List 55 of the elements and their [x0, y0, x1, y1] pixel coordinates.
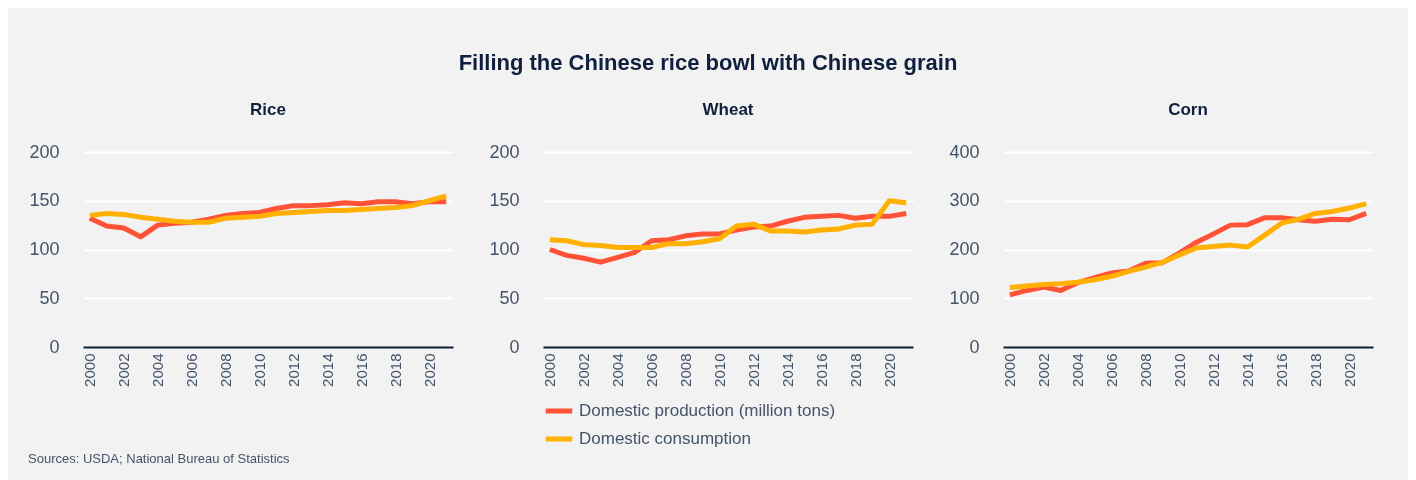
- x-tick-label: 2010: [1171, 353, 1189, 387]
- x-tick-label: 2002: [115, 353, 133, 387]
- x-tick-label: 2014: [1238, 353, 1256, 387]
- x-tick-label: 2020: [880, 353, 898, 387]
- x-tick-label: 2006: [1103, 353, 1121, 387]
- x-tick-label: 2004: [1069, 353, 1087, 387]
- x-tick-label: 2004: [609, 353, 627, 387]
- y-tick-label: 150: [29, 190, 60, 211]
- y-tick-label: 100: [29, 239, 60, 259]
- x-tick-label: 2000: [81, 353, 99, 387]
- x-tick-label: 2004: [149, 353, 167, 387]
- x-tick-label: 2008: [1137, 353, 1155, 387]
- x-tick-label: 2016: [812, 353, 830, 387]
- y-tick-label: 0: [49, 336, 60, 357]
- x-tick-label: 2008: [217, 353, 235, 387]
- text: Filling the Chinese rice bowl with Chinese grain: [457, 50, 959, 76]
- x-tick-label: 2014: [318, 353, 336, 387]
- y-tick-label: 50: [499, 287, 520, 308]
- x-tick-label: 2010: [711, 353, 729, 387]
- legend-label: Domestic consumption: [579, 429, 751, 448]
- x-tick-label: 2008: [677, 353, 695, 387]
- x-tick-label: 2002: [1035, 353, 1053, 387]
- y-tick-label: 0: [509, 336, 520, 357]
- y-tick-label: 100: [489, 239, 520, 259]
- x-tick-label: 2018: [1306, 353, 1324, 387]
- x-tick-label: 2012: [744, 353, 762, 387]
- y-tick-label: 400: [949, 141, 980, 162]
- x-tick-label: 2000: [541, 353, 559, 387]
- x-tick-label: 2014: [778, 353, 796, 387]
- y-tick-label: 200: [949, 239, 980, 259]
- chart-title: Rice: [250, 100, 286, 119]
- x-tick-label: 2018: [386, 353, 404, 387]
- x-tick-label: 2006: [183, 353, 201, 387]
- y-tick-label: 200: [489, 141, 520, 162]
- legend-label: Domestic production (million tons): [579, 401, 836, 420]
- source-note: Sources: USDA; National Bureau of Statistics: [28, 451, 290, 466]
- chart-title: Corn: [1168, 100, 1208, 119]
- y-tick-label: 300: [949, 190, 980, 211]
- x-tick-label: 2006: [643, 353, 661, 387]
- x-tick-label: 2016: [352, 353, 370, 387]
- y-tick-label: 200: [29, 141, 60, 162]
- x-tick-label: 2016: [1272, 353, 1290, 387]
- x-tick-label: 2012: [1204, 353, 1222, 387]
- y-tick-label: 150: [489, 190, 520, 211]
- x-tick-label: 2020: [1340, 353, 1358, 387]
- x-tick-label: 2000: [1001, 353, 1019, 387]
- x-tick-label: 2018: [846, 353, 864, 387]
- x-tick-label: 2002: [575, 353, 593, 387]
- x-tick-label: 2020: [420, 353, 438, 387]
- chart-title: Wheat: [702, 100, 754, 119]
- y-tick-label: 0: [969, 336, 980, 357]
- y-tick-label: 100: [949, 287, 980, 308]
- x-tick-label: 2010: [251, 353, 269, 387]
- x-tick-label: 2012: [284, 353, 302, 387]
- y-tick-label: 50: [39, 287, 60, 308]
